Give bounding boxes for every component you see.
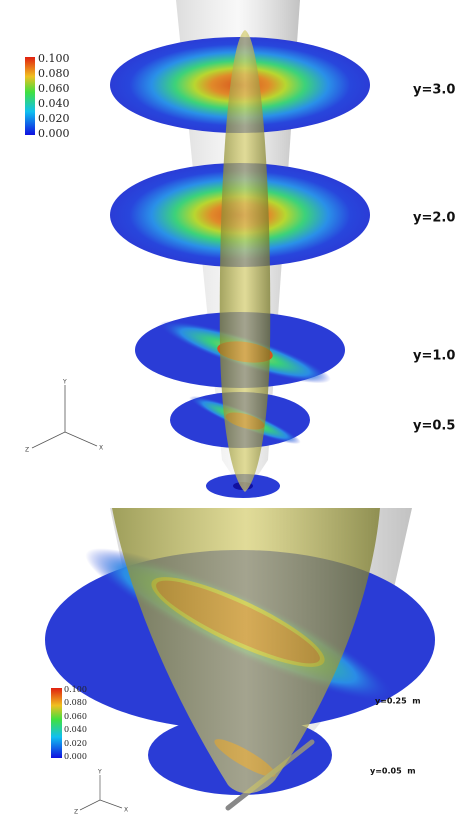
colorbar (51, 688, 62, 758)
slice-label: y=3.0 (413, 83, 455, 98)
top-panel: 0.100 0.080 0.060 0.040 0.020 0.000 y=3.… (25, 0, 455, 498)
colorbar-label: 0.040 (38, 97, 70, 110)
figure: 0.100 0.080 0.060 0.040 0.020 0.000 y=3.… (0, 0, 472, 828)
slice-label: y=1.0 (413, 349, 455, 364)
colorbar-label: 0.060 (64, 712, 87, 721)
colorbar-labels: 0.100 0.080 0.060 0.040 0.020 0.000 (64, 685, 87, 761)
axis-line (80, 800, 100, 810)
axis-label: Z (74, 809, 78, 816)
slice-label: y=2.0 (413, 211, 455, 226)
colorbar-label: 0.000 (38, 127, 70, 140)
axis-label: Y (97, 769, 102, 776)
axis-label: X (124, 807, 128, 814)
axes-triad (32, 385, 97, 448)
colorbar-label: 0.100 (38, 52, 70, 65)
slice-label: y=0.05 m (370, 767, 416, 776)
slice-label: y=0.25 m (375, 697, 421, 706)
colorbar-label: 0.040 (64, 725, 87, 734)
axes-triad (80, 775, 122, 810)
axis-label: X (99, 445, 103, 452)
colorbar-label: 0.000 (64, 752, 87, 761)
axis-line (32, 432, 65, 448)
colorbar-label: 0.020 (38, 112, 70, 125)
colorbar (25, 57, 35, 135)
axis-line (100, 800, 122, 808)
axis-label: Y (62, 379, 67, 386)
colorbar-label: 0.100 (64, 685, 87, 694)
colorbar-labels: 0.100 0.080 0.060 0.040 0.020 0.000 (38, 52, 70, 140)
colorbar-label: 0.020 (64, 739, 87, 748)
colorbar-label: 0.060 (38, 82, 70, 95)
slice-label: y=0.5 (413, 419, 455, 434)
axis-label: Z (25, 447, 29, 454)
colorbar-label: 0.080 (38, 67, 70, 80)
bottom-panel: 0.100 0.080 0.060 0.040 0.020 0.000 y=0.… (45, 508, 435, 816)
colorbar-label: 0.080 (64, 698, 87, 707)
axis-line (65, 432, 97, 446)
